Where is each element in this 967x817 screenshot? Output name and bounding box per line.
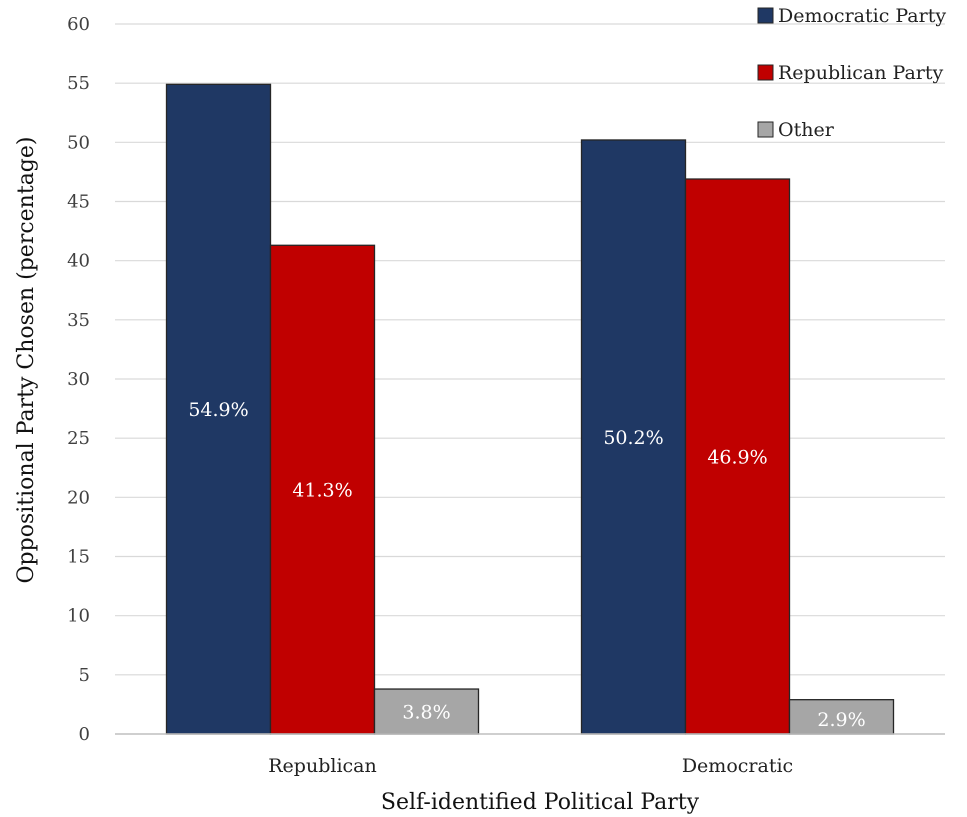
bars xyxy=(165,83,895,735)
y-tick-label: 15 xyxy=(67,547,90,568)
x-axis-title: Self-identified Political Party xyxy=(381,790,700,815)
x-axis-categories: Republican Democratic xyxy=(268,755,793,777)
data-label: 46.9% xyxy=(707,447,767,469)
y-tick-label: 5 xyxy=(79,665,90,686)
legend-label: Other xyxy=(778,119,835,141)
legend-swatch xyxy=(757,7,774,24)
bar-republican-party-republican xyxy=(269,244,376,735)
data-label: 2.9% xyxy=(817,709,865,731)
legend-label: Republican Party xyxy=(778,62,943,84)
legend: Democratic Party Republican Party Other xyxy=(757,5,946,141)
y-tick-label: 55 xyxy=(67,73,90,94)
y-tick-label: 60 xyxy=(67,14,90,35)
bar-democratic-party-republican xyxy=(165,83,272,735)
data-label: 54.9% xyxy=(188,399,248,421)
legend-label: Democratic Party xyxy=(778,5,946,27)
y-tick-label: 45 xyxy=(67,192,90,213)
y-axis-title: Oppositional Party Chosen (percentage) xyxy=(14,137,39,584)
y-tick-label: 30 xyxy=(67,369,90,390)
y-tick-label: 20 xyxy=(67,487,90,508)
y-tick-label: 50 xyxy=(67,132,90,153)
y-tick-label: 10 xyxy=(67,606,90,627)
legend-swatch xyxy=(757,121,774,138)
data-label: 41.3% xyxy=(292,480,352,502)
x-category-label: Republican xyxy=(268,755,376,777)
y-tick-label: 0 xyxy=(79,724,90,745)
data-label: 3.8% xyxy=(402,702,450,724)
y-tick-label: 25 xyxy=(67,428,90,449)
y-axis-ticks: 0 5 10 15 20 25 30 35 40 45 50 55 60 xyxy=(67,14,90,745)
y-tick-label: 35 xyxy=(67,310,90,331)
x-category-label: Democratic xyxy=(682,755,793,777)
bar-democratic-party-democratic xyxy=(580,139,687,735)
bar-republican-party-democratic xyxy=(684,178,791,735)
data-labels: 54.9% 41.3% 3.8% 50.2% 46.9% 2.9% xyxy=(188,399,865,731)
y-tick-label: 40 xyxy=(67,251,90,272)
data-label: 50.2% xyxy=(603,427,663,449)
legend-swatch xyxy=(757,64,774,81)
